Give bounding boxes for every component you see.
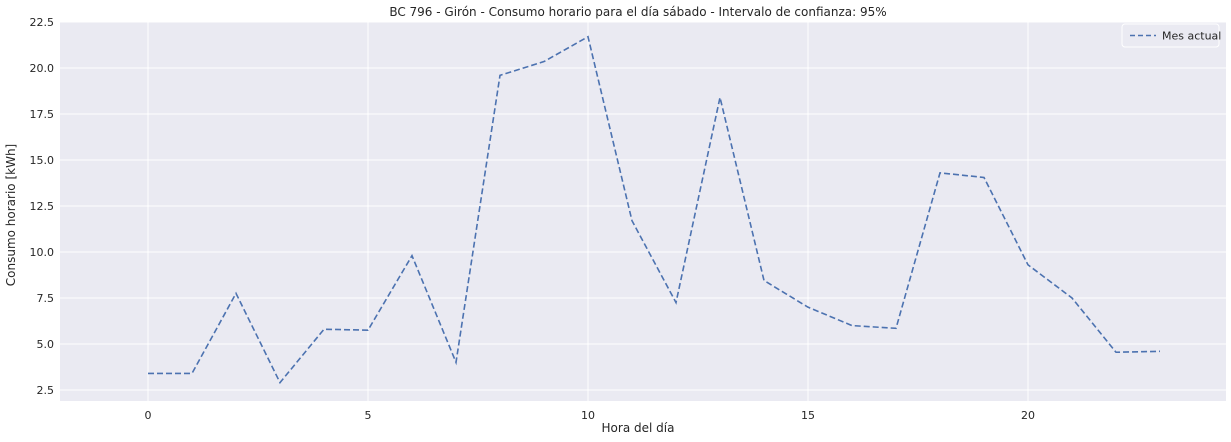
legend: Mes actual <box>1121 23 1221 48</box>
y-tick-label: 7.5 <box>37 292 55 305</box>
series-lines <box>148 35 1161 385</box>
y-tick-label: 20.0 <box>30 62 55 75</box>
x-tick-label: 10 <box>581 409 595 422</box>
x-axis-label: Hora del día <box>602 421 675 435</box>
y-tick-label: 15.0 <box>30 154 55 167</box>
x-tick-label: 5 <box>365 409 372 422</box>
y-tick-label: 17.5 <box>30 108 55 121</box>
grid-lines <box>60 21 1226 401</box>
y-tick-label: 12.5 <box>30 200 55 213</box>
y-tick-label: 5.0 <box>37 338 55 351</box>
plot-area <box>60 22 1226 401</box>
x-tick-label: 0 <box>145 409 152 422</box>
legend-label: Mes actual <box>1162 30 1221 43</box>
chart-title: BC 796 - Girón - Consumo horario para el… <box>389 5 886 19</box>
y-tick-label: 22.5 <box>30 16 55 29</box>
x-tick-label: 15 <box>801 409 815 422</box>
y-tick-label: 10.0 <box>30 246 55 259</box>
y-tick-label: 2.5 <box>37 384 55 397</box>
tick-labels: 2.5 5.0 7.5 10.0 12.5 15.0 17.5 20.0 22.5 0 5 10 15 2… <box>30 16 1036 422</box>
series-line-mes-actual <box>148 35 1161 385</box>
y-axis-label: Consumo horario [kWh] <box>4 144 18 286</box>
legend-box <box>1121 23 1220 48</box>
x-tick-label: 20 <box>1021 409 1035 422</box>
